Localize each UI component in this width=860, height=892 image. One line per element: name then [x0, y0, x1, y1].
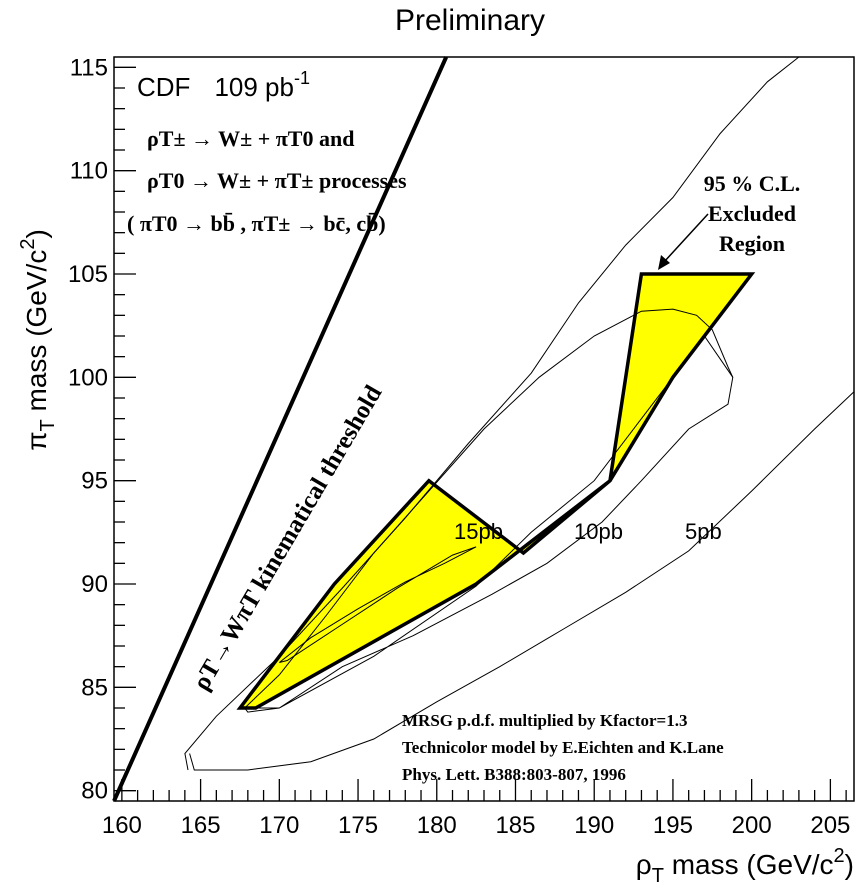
excluded-label-line-2: Excluded [708, 201, 796, 226]
y-tick-labels: 80 85 90 95 100 105 110 115 [68, 54, 108, 804]
experiment-name: CDF [137, 72, 190, 102]
x-axis-label-rest: mass (GeV/c [664, 849, 834, 880]
y-tick-label: 110 [70, 158, 108, 185]
experiment-label: CDF 109 pb-1 [137, 68, 310, 102]
x-tick-label: 165 [181, 812, 221, 839]
x-axis-label-sup: 2 [834, 845, 845, 867]
x-tick-labels: 160 165 170 175 180 185 190 195 200 205 [102, 812, 851, 839]
footnote-3: Phys. Lett. B388:803-807, 1996 [402, 765, 626, 784]
x-tick-label: 195 [653, 812, 693, 839]
chart-title: Preliminary [395, 4, 545, 37]
footnote-1: MRSG p.d.f. multiplied by Kfactor=1.3 [402, 711, 687, 730]
x-tick-label: 205 [810, 812, 850, 839]
x-axis-label-sub: T [652, 865, 664, 887]
y-axis-label-end: ) [21, 229, 52, 238]
experiment-lumi: 109 pb [214, 72, 294, 102]
y-tick-label: 115 [70, 54, 108, 81]
experiment-lumi-sup: -1 [294, 68, 310, 88]
process-line-3: ( πT0 → bb̄ , πT± → bc̄, cb̄) [127, 211, 386, 236]
excluded-label-line-3: Region [719, 231, 785, 256]
contour-label-10pb: 10pb [574, 519, 623, 544]
excluded-arrow-shaft [664, 214, 708, 262]
x-axis-label-main: ρ [636, 849, 652, 880]
x-axis-label-end: ) [845, 849, 854, 880]
y-axis-label: πT mass (GeV/c2) [17, 229, 59, 451]
y-tick-label: 90 [81, 571, 108, 598]
contour-label-5pb: 5pb [685, 519, 722, 544]
y-tick-label: 105 [68, 261, 108, 288]
y-axis-label-rest: mass (GeV/c [21, 250, 52, 420]
process-line-1: ρT± → W± + πT0 and [147, 126, 354, 151]
x-tick-label: 170 [259, 812, 299, 839]
x-tick-label: 175 [338, 812, 378, 839]
y-tick-label: 100 [68, 364, 108, 391]
contour-label-15pb: 15pb [454, 519, 503, 544]
footnote-2: Technicolor model by E.Eichten and K.Lan… [402, 738, 724, 757]
y-tick-label: 95 [81, 468, 108, 495]
y-tick-label: 80 [81, 778, 108, 805]
y-tick-label: 85 [81, 674, 108, 701]
excluded-label-line-1: 95 % C.L. [704, 171, 801, 196]
x-tick-label: 160 [102, 812, 142, 839]
x-tick-label: 200 [732, 812, 772, 839]
y-axis-label-main: π [21, 431, 52, 450]
y-axis-label-sup: 2 [17, 239, 39, 250]
x-tick-label: 185 [495, 812, 535, 839]
x-tick-label: 180 [417, 812, 457, 839]
x-tick-label: 190 [574, 812, 614, 839]
y-axis-label-sub: T [37, 419, 59, 431]
x-axis-label: ρT mass (GeV/c2) [636, 845, 854, 887]
process-line-2: ρT0 → W± + πT± processes [147, 168, 407, 193]
